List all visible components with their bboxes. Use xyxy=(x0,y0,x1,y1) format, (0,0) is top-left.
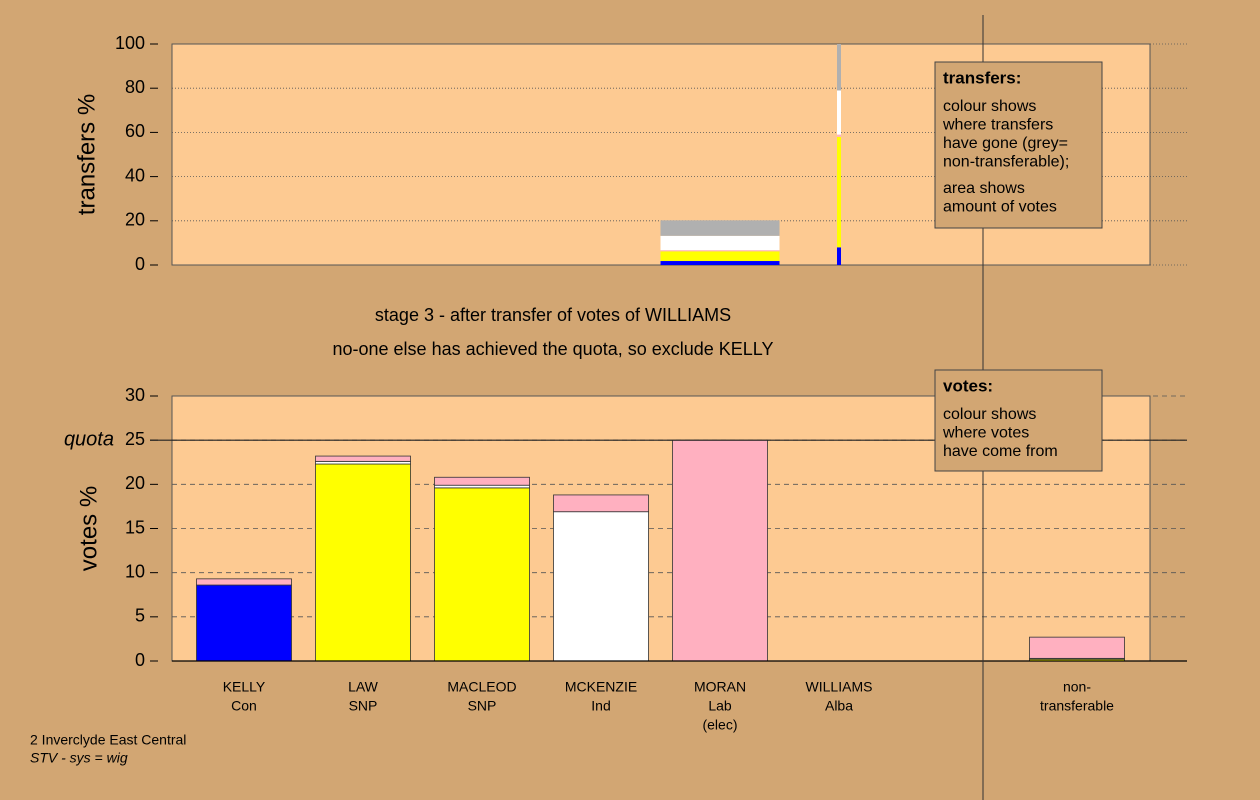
y-tick-label: 15 xyxy=(125,517,145,537)
y-tick-label: 60 xyxy=(125,121,145,141)
bar-segment xyxy=(672,439,768,662)
legend-text: non-transferable); xyxy=(943,154,1069,171)
bar-segment xyxy=(837,90,841,135)
bar-segment xyxy=(837,134,841,137)
bar-segment xyxy=(837,247,841,265)
bar-segment xyxy=(434,476,530,486)
bar-segment xyxy=(553,511,649,662)
x-tick-label: Ind xyxy=(591,698,610,714)
bar-segment xyxy=(660,235,780,251)
x-tick-label: Con xyxy=(231,698,257,714)
x-tick-label: WILLIAMS xyxy=(806,679,873,695)
y-tick-label: 100 xyxy=(115,33,145,53)
bar-segment xyxy=(660,220,780,236)
y-tick-label: 0 xyxy=(135,650,145,670)
bar-segment xyxy=(660,251,780,262)
legend-text: where votes xyxy=(942,425,1029,442)
legend-text: colour shows xyxy=(943,406,1036,423)
x-tick-label: SNP xyxy=(468,698,497,714)
bar-segment xyxy=(837,136,841,248)
y-axis-label: votes % xyxy=(75,486,102,571)
footer: STV - sys = wig xyxy=(30,750,128,766)
quota-label: quota xyxy=(64,428,114,450)
y-tick-label: 40 xyxy=(125,165,145,185)
x-tick-label: Alba xyxy=(825,698,853,714)
legend-title: transfers: xyxy=(943,68,1021,87)
legend-box xyxy=(934,369,1103,472)
legend-text: where transfers xyxy=(942,117,1053,134)
x-tick-label: (elec) xyxy=(702,717,737,733)
x-tick-label: Lab xyxy=(708,698,732,714)
bar-segment xyxy=(660,250,780,252)
bar-segment xyxy=(196,578,292,586)
y-tick-label: 20 xyxy=(125,473,145,493)
y-tick-label: 20 xyxy=(125,210,145,230)
y-tick-label: 5 xyxy=(135,606,145,626)
bar-segment xyxy=(553,494,649,513)
bar-segment xyxy=(660,261,780,265)
bar-segment xyxy=(315,455,411,462)
x-tick-label: non- xyxy=(1063,679,1091,695)
y-tick-label: 25 xyxy=(125,429,145,449)
bar-segment xyxy=(1029,636,1125,659)
y-tick-label: 30 xyxy=(125,385,145,405)
y-tick-label: 80 xyxy=(125,77,145,97)
stage-note: no-one else has achieved the quota, so e… xyxy=(333,339,774,359)
x-tick-label: MACLEOD xyxy=(447,679,516,695)
legend-text: have gone (grey= xyxy=(943,135,1068,152)
legend-box xyxy=(934,61,1103,229)
x-tick-label: MORAN xyxy=(694,679,746,695)
x-tick-label: LAW xyxy=(348,679,379,695)
legend-text: area shows xyxy=(943,180,1025,197)
bar-segment xyxy=(434,487,530,662)
legend-title: votes: xyxy=(943,376,993,395)
legend-text: colour shows xyxy=(943,98,1036,115)
bar-segment xyxy=(315,463,411,662)
bar-segment xyxy=(196,584,292,662)
footer: 2 Inverclyde East Central xyxy=(30,732,186,748)
y-tick-label: 10 xyxy=(125,561,145,581)
x-tick-label: transferable xyxy=(1040,698,1114,714)
x-tick-label: SNP xyxy=(349,698,378,714)
y-tick-label: 0 xyxy=(135,254,145,274)
y-axis-label: transfers % xyxy=(73,94,100,215)
legend-text: have come from xyxy=(943,443,1058,460)
x-tick-label: MCKENZIE xyxy=(565,679,637,695)
bar-segment xyxy=(837,44,841,91)
legend-text: amount of votes xyxy=(943,199,1057,216)
stage-note: stage 3 - after transfer of votes of WIL… xyxy=(375,305,731,325)
x-tick-label: KELLY xyxy=(223,679,266,695)
